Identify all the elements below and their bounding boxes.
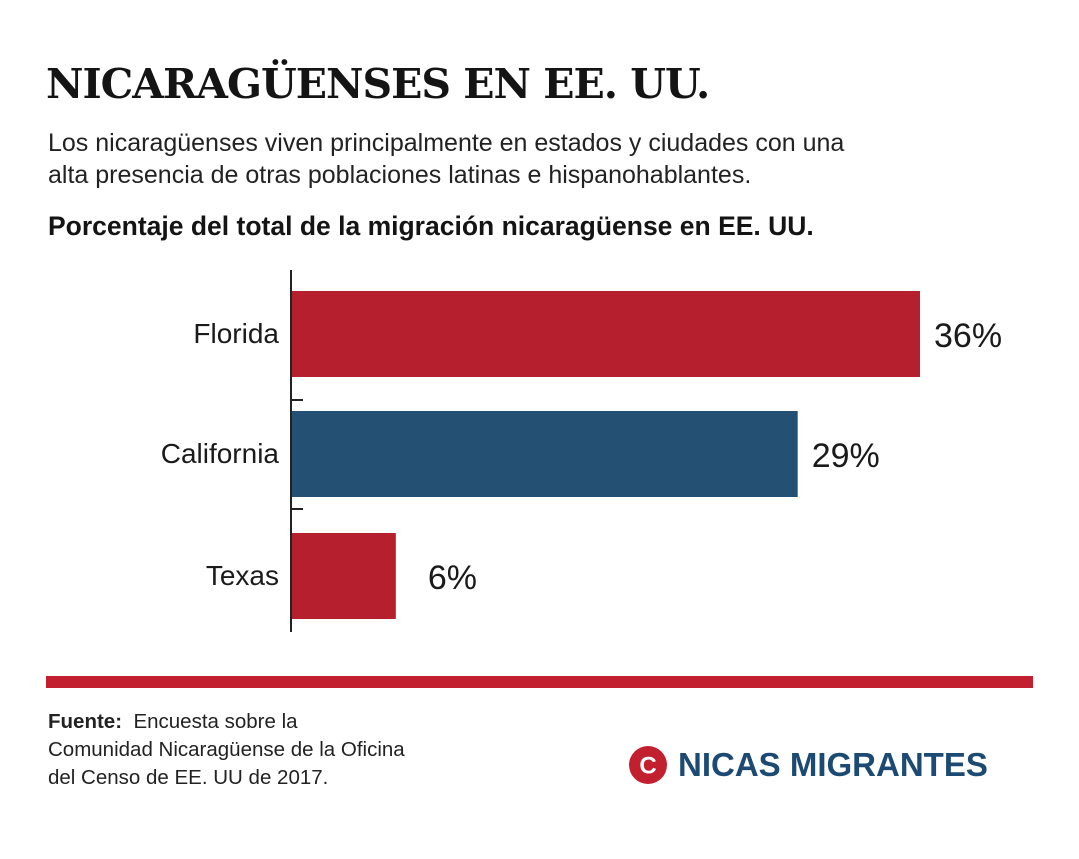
logo-letter: C bbox=[639, 753, 656, 780]
source-line-1: Encuesta sobre la bbox=[133, 710, 298, 733]
value-label: 6% bbox=[428, 559, 477, 597]
bar-california bbox=[291, 411, 798, 497]
source-line-3: del Censo de EE. UU de 2017. bbox=[48, 766, 329, 789]
bar-florida bbox=[291, 291, 920, 377]
bar-chart: Florida 36% California 29% Texas 6% bbox=[161, 270, 1002, 632]
source-line-2: Comunidad Nicaragüense de la Oficina bbox=[48, 738, 405, 761]
page-title: NICARAGÜENSES EN EE. UU. bbox=[46, 60, 710, 108]
source-label: Fuente: bbox=[48, 710, 123, 733]
subtitle-line-2: alta presencia de otras poblaciones lati… bbox=[48, 161, 752, 189]
category-label: California bbox=[161, 438, 280, 469]
value-label: 29% bbox=[812, 437, 880, 475]
bar-texas bbox=[291, 533, 396, 619]
red-circle-c-logo-icon: C bbox=[629, 746, 667, 784]
value-label: 36% bbox=[934, 317, 1002, 355]
brand-logo-block: C NICAS MIGRANTES bbox=[628, 745, 988, 785]
chart-title: Porcentaje del total de la migración nic… bbox=[48, 211, 814, 241]
page-subtitle: Los nicaragüenses viven principalmente e… bbox=[48, 127, 1008, 191]
subtitle-line-1: Los nicaragüenses viven principalmente e… bbox=[48, 129, 845, 157]
source-note: Fuente: Encuesta sobre la Comunidad Nica… bbox=[48, 708, 478, 792]
brand-name: NICAS MIGRANTES bbox=[678, 746, 988, 783]
category-label: Texas bbox=[206, 560, 279, 591]
category-label: Florida bbox=[193, 318, 279, 349]
footer-divider bbox=[46, 676, 1033, 688]
